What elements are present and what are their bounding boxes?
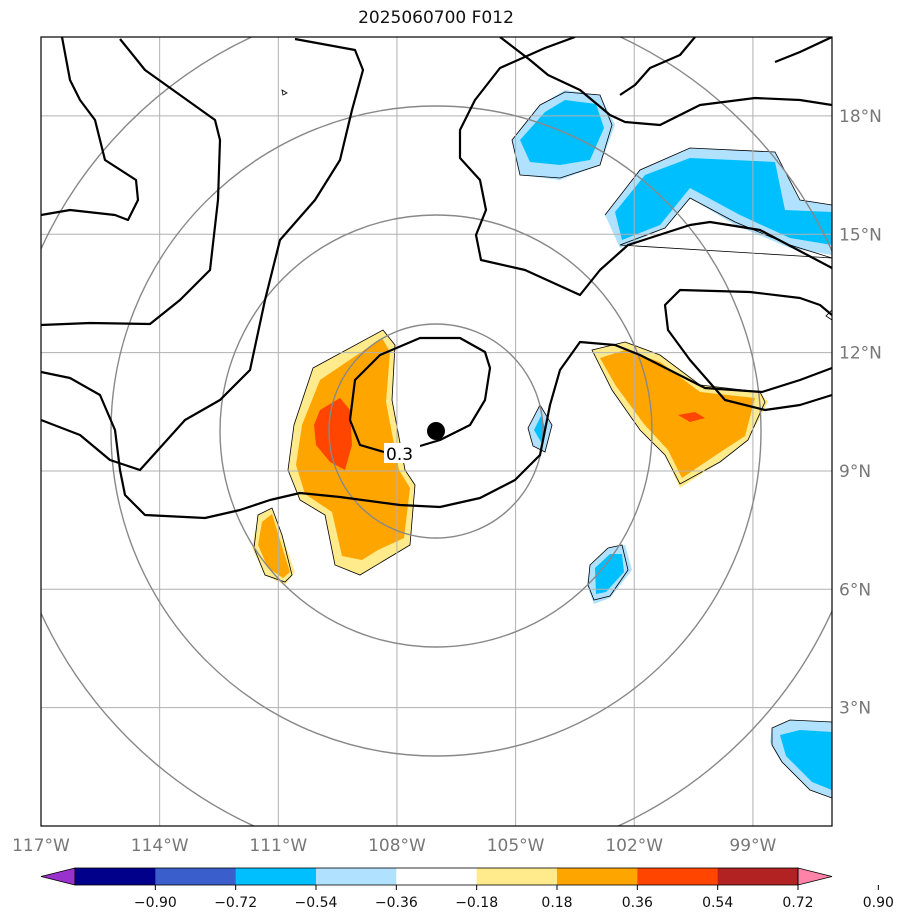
colorbar-segment-1 [155, 868, 237, 885]
negative-anomaly-south-core [595, 554, 624, 594]
contour-ne-corner [774, 37, 832, 64]
colorbar-segment-0 [75, 868, 156, 885]
contour-east-closed [663, 288, 832, 412]
positive-anomaly-west-core [296, 338, 410, 560]
lat-tick-label-4: 15°N [839, 225, 882, 245]
negative-anomaly-northeast-core [615, 158, 832, 245]
lon-tick-label-5: 102°W [605, 836, 663, 856]
contour-label-bg [384, 443, 420, 463]
anomaly-shading [252, 90, 832, 798]
colorbar-tick-label-5: 0.18 [541, 895, 572, 911]
colorbar-tick-label-2: −0.54 [295, 895, 338, 911]
contour-west-upper [41, 38, 222, 327]
lat-tick-label-5: 18°N [839, 107, 882, 127]
contour-north-center [458, 37, 832, 297]
negative-anomaly-north-core [520, 100, 604, 165]
contour-northeast [499, 37, 832, 127]
positive-anomaly-southwest-core [258, 514, 290, 578]
lon-tick-label-2: 111°W [249, 836, 307, 856]
colorbar-tick-label-9: 0.90 [863, 895, 894, 911]
contour-label: 0.3 [386, 445, 413, 465]
contour-west-lower [41, 37, 365, 472]
positive-anomaly-east-peak [678, 412, 705, 422]
lon-tick-label-4: 105°W [487, 836, 545, 856]
range-rings [41, 37, 832, 826]
colorbar-segment-4 [396, 868, 478, 885]
lat-tick-label-0: 3°N [839, 699, 871, 719]
range-ring-3 [110, 105, 762, 757]
longitude-labels: 117°W 114°W 111°W 108°W 105°W 102°W 99°W [12, 836, 776, 856]
colorbar-frame [74, 867, 799, 886]
lat-tick-label-1: 6°N [839, 580, 871, 600]
contour-north-east-top [619, 37, 696, 96]
gridlines [41, 37, 832, 826]
latitude-labels: 3°N 6°N 9°N 12°N 15°N 18°N [839, 107, 882, 719]
colorbar-tick-label-1: −0.72 [214, 895, 257, 911]
lon-tick-label-3: 108°W [368, 836, 426, 856]
storm-center-marker [427, 422, 445, 440]
lat-tick-label-3: 12°N [839, 344, 882, 364]
contour-lines [41, 37, 832, 520]
chart-title: 2025060700 F012 [358, 8, 514, 28]
colorbar-segment-8 [717, 868, 799, 885]
colorbar: −0.90 −0.72 −0.54 −0.36 −0.18 0.18 0.36 0.54 0.7… [40, 867, 894, 911]
positive-anomaly-east-core [600, 350, 755, 478]
negative-anomaly-southeast-core [780, 730, 832, 790]
positive-anomaly-west-peak [314, 398, 352, 470]
lat-tick-label-2: 9°N [839, 462, 871, 482]
colorbar-tick-label-7: 0.54 [702, 895, 733, 911]
colorbar-extend-low [40, 867, 76, 886]
contour-far-west [41, 37, 140, 222]
colorbar-segment-6 [557, 868, 638, 885]
lon-tick-label-6: 99°W [729, 836, 776, 856]
contour-center-closed [348, 336, 492, 454]
colorbar-segment-7 [637, 868, 719, 885]
colorbar-segment-2 [235, 868, 317, 885]
range-ring-1 [328, 323, 544, 539]
colorbar-segment-3 [316, 868, 397, 885]
colorbar-extend-high [797, 867, 833, 886]
lon-tick-label-1: 114°W [131, 836, 189, 856]
colorbar-segment-5 [476, 868, 558, 885]
map-frame [40, 36, 833, 827]
map-area: 0.3 [41, 37, 832, 826]
range-ring-2 [219, 214, 653, 648]
colorbar-tick-label-4: −0.18 [455, 895, 498, 911]
colorbar-tick-label-6: 0.36 [622, 895, 653, 911]
lon-tick-label-0: 117°W [12, 836, 70, 856]
colorbar-tick-label-0: −0.90 [134, 895, 177, 911]
contour-long-south [41, 340, 832, 520]
colorbar-tick-label-3: −0.36 [375, 895, 418, 911]
colorbar-tick-label-8: 0.72 [782, 895, 813, 911]
